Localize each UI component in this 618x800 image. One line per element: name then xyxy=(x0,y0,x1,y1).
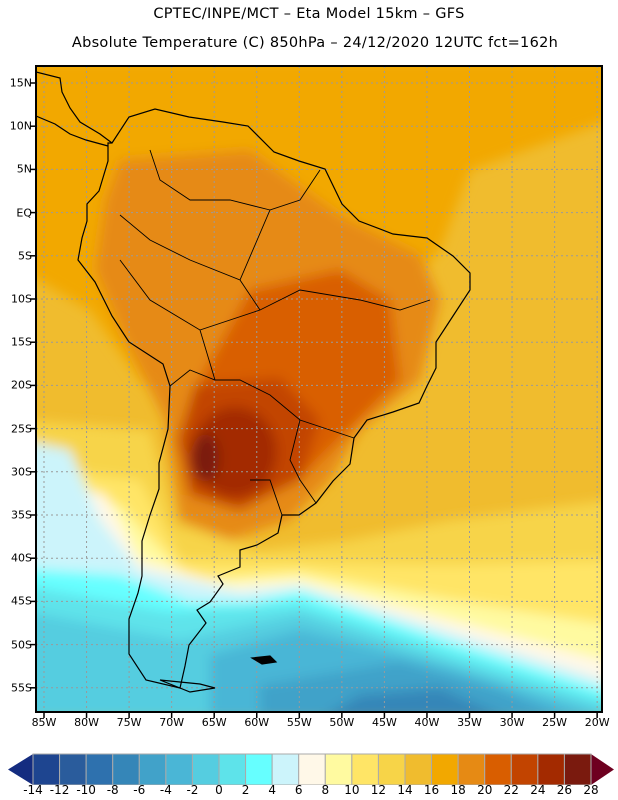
colorbar xyxy=(8,753,614,785)
colorbar-swatch xyxy=(85,753,114,785)
colorbar-tick-label: -2 xyxy=(186,783,199,797)
latitude-label: 45S xyxy=(11,594,32,608)
colorbar-tick-label: 22 xyxy=(503,783,519,797)
colorbar-tick-label: 6 xyxy=(294,783,303,797)
colorbar-tick-label: -10 xyxy=(76,783,96,797)
colorbar-swatch xyxy=(431,753,459,785)
colorbar-swatch xyxy=(351,753,379,785)
latitude-label: 5S xyxy=(18,249,32,263)
latitude-label: 10S xyxy=(11,292,32,306)
colorbar-tick-label: -12 xyxy=(49,783,70,797)
temperature-field xyxy=(36,66,602,712)
colorbar-swatch xyxy=(59,753,87,785)
latitude-label: 10N xyxy=(9,119,32,133)
latitude-label: EQ xyxy=(16,206,32,220)
colorbar-swatch xyxy=(218,753,247,785)
latitude-label: 20S xyxy=(11,378,32,392)
colorbar-swatch xyxy=(457,753,486,785)
colorbar-tick-label: 8 xyxy=(321,783,330,797)
longitude-label: 20W xyxy=(584,716,610,729)
colorbar-swatch xyxy=(404,753,433,785)
colorbar-swatch xyxy=(245,753,273,785)
colorbar-swatch xyxy=(165,753,193,785)
colorbar-tick-label: 14 xyxy=(397,783,413,797)
longitude-label: 85W xyxy=(31,716,57,729)
colorbar-tick-label: -14 xyxy=(23,783,43,797)
latitude-label: 30S xyxy=(11,465,32,479)
colorbar-tick-label: 28 xyxy=(583,783,599,797)
latitude-label: 5N xyxy=(16,162,32,176)
colorbar-tick-label: 16 xyxy=(423,783,440,797)
field-m8-m6 xyxy=(332,688,493,712)
map-frame xyxy=(35,65,603,713)
colorbar-tick-label: 20 xyxy=(477,783,493,797)
longitude-label: 55W xyxy=(286,716,312,729)
colorbar-tick-label: 18 xyxy=(450,783,466,797)
colorbar-swatch xyxy=(484,753,512,785)
colorbar-tick-label: 26 xyxy=(556,783,573,797)
latitude-label: 55S xyxy=(11,681,32,695)
coastlines xyxy=(36,71,471,693)
colorbar-tick-label: 4 xyxy=(268,783,276,797)
longitude-label: 75W xyxy=(116,716,142,729)
longitude-label: 25W xyxy=(542,716,568,729)
longitude-label: 65W xyxy=(201,716,227,729)
axis-ticks xyxy=(30,82,598,718)
longitude-label: 50W xyxy=(329,716,355,729)
latitude-label: 15N xyxy=(9,76,32,90)
south-america-coastline xyxy=(77,108,471,689)
colorbar-swatch xyxy=(32,753,61,785)
colorbar-tick-label: 10 xyxy=(344,783,360,797)
colorbar-swatch xyxy=(298,753,326,785)
colorbar-tick-label: 12 xyxy=(370,783,387,797)
colorbar-swatch xyxy=(138,753,167,785)
field-m6-m4 xyxy=(260,662,552,712)
longitude-label: 80W xyxy=(74,716,99,729)
graticule xyxy=(36,66,602,712)
field-26-28 xyxy=(191,434,219,482)
colorbar-tick-label: 24 xyxy=(530,783,546,797)
tierra-del-fuego xyxy=(159,679,216,693)
longitude-label: 60W xyxy=(244,716,270,729)
latitude-label: 15S xyxy=(11,335,32,349)
colorbar-swatch xyxy=(191,753,220,785)
longitude-label: 30W xyxy=(499,716,525,729)
latitude-label: 50S xyxy=(11,638,32,652)
colorbar-swatch xyxy=(537,753,565,785)
temperature-map xyxy=(30,65,603,718)
colorbar-tick-label: -4 xyxy=(159,783,172,797)
chart-title-line2: Absolute Temperature (C) 850hPa – 24/12/… xyxy=(71,35,559,51)
colorbar-swatch xyxy=(377,753,406,785)
colorbar-tick-label: 0 xyxy=(215,783,223,797)
longitude-label: 70W xyxy=(159,716,185,729)
chart-title-line1: CPTEC/INPE/MCT – Eta Model 15km – GFS xyxy=(153,6,465,22)
country-borders xyxy=(119,149,431,516)
colorbar-swatch xyxy=(510,753,539,785)
colorbar-swatch xyxy=(324,753,353,785)
falkland-islands xyxy=(250,655,278,665)
longitude-label: 45W xyxy=(371,716,397,729)
longitude-label: 35W xyxy=(457,716,482,729)
colorbar-tick-label: 2 xyxy=(241,783,250,797)
colorbar-over-arrow xyxy=(591,754,614,785)
longitude-label: 40W xyxy=(414,716,440,729)
colorbar-tick-label: -8 xyxy=(106,783,119,797)
colorbar-swatch xyxy=(271,753,300,785)
colorbar-swatch xyxy=(112,753,140,785)
colorbar-swatch xyxy=(563,753,592,785)
central-america-coastline xyxy=(36,71,113,147)
colorbar-under-arrow xyxy=(8,754,33,785)
latitude-label: 25S xyxy=(11,422,32,436)
colorbar-tick-label: -6 xyxy=(133,783,146,797)
latitude-label: 35S xyxy=(11,508,32,522)
latitude-label: 40S xyxy=(11,551,32,565)
